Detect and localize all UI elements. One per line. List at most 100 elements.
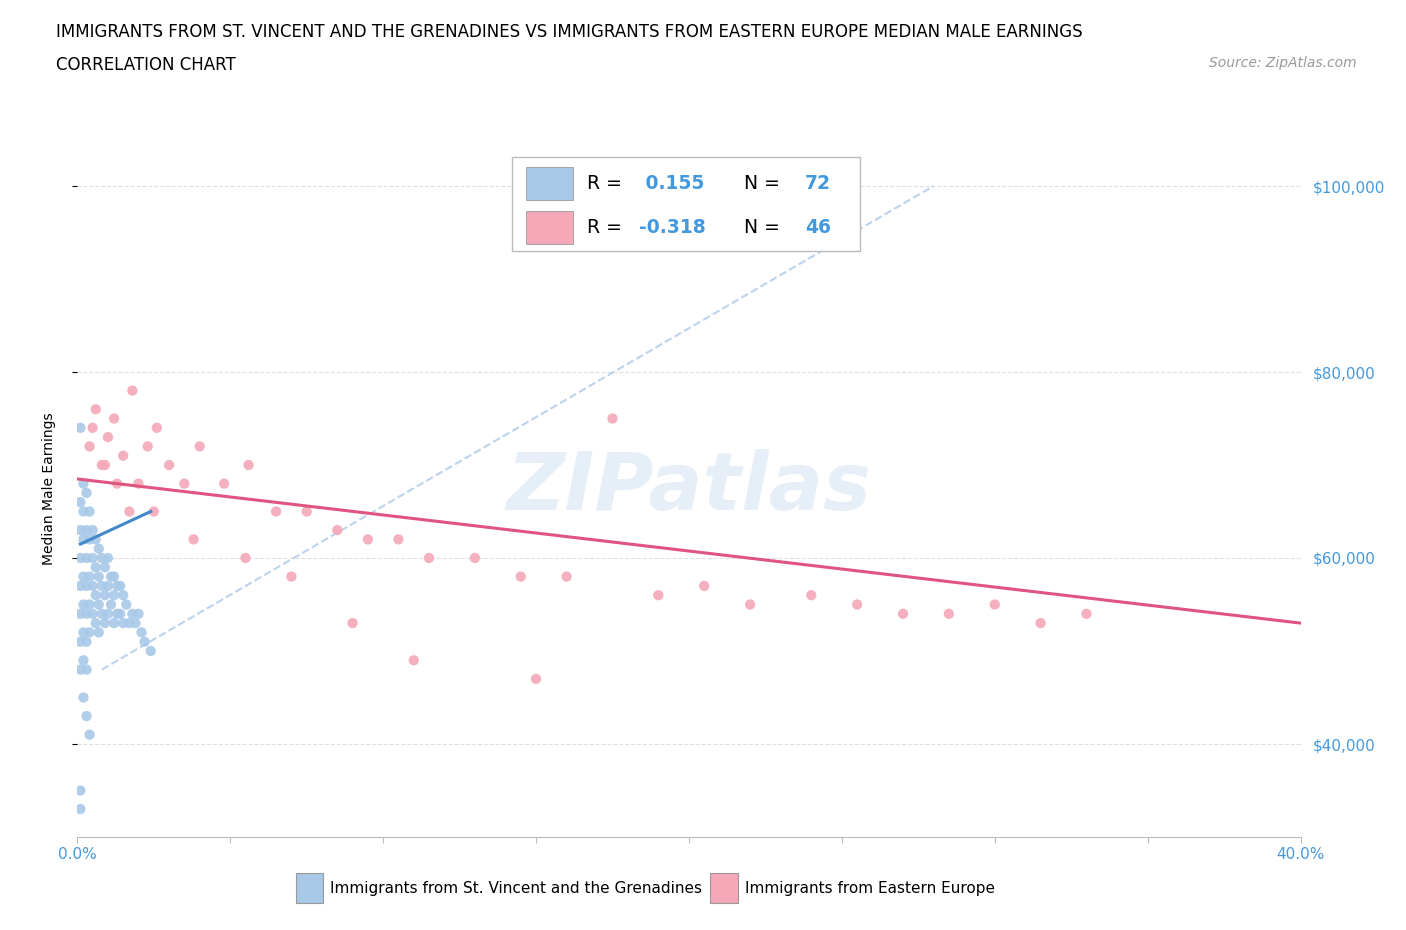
Point xyxy=(509,569,531,584)
Point xyxy=(69,420,91,435)
Point xyxy=(87,597,110,612)
Point xyxy=(97,430,120,445)
Point xyxy=(72,625,94,640)
Point xyxy=(79,625,101,640)
Point xyxy=(326,523,349,538)
Point xyxy=(139,644,162,658)
Point xyxy=(69,662,91,677)
Point xyxy=(103,569,125,584)
Text: 46: 46 xyxy=(806,218,831,237)
Point xyxy=(76,606,98,621)
Point xyxy=(647,588,669,603)
Point xyxy=(118,616,141,631)
Point xyxy=(118,504,141,519)
Point xyxy=(740,597,762,612)
Text: ZIPatlas: ZIPatlas xyxy=(506,449,872,527)
Point xyxy=(357,532,380,547)
Point xyxy=(90,458,112,472)
Point xyxy=(100,569,122,584)
Point xyxy=(136,439,159,454)
Point xyxy=(82,578,104,593)
Point xyxy=(173,476,195,491)
Point xyxy=(103,588,125,603)
Point xyxy=(142,504,165,519)
Point xyxy=(103,411,125,426)
Text: CORRELATION CHART: CORRELATION CHART xyxy=(56,56,236,73)
Point xyxy=(94,458,117,472)
Point xyxy=(76,578,98,593)
Point xyxy=(69,634,91,649)
Point xyxy=(69,523,91,538)
Text: N =: N = xyxy=(731,218,786,237)
Point xyxy=(1076,606,1098,621)
Point xyxy=(108,606,131,621)
Point xyxy=(693,578,716,593)
Point xyxy=(76,709,98,724)
Point xyxy=(128,476,150,491)
Point xyxy=(131,625,153,640)
Point xyxy=(938,606,960,621)
Point xyxy=(76,634,98,649)
Point xyxy=(264,504,287,519)
Text: Immigrants from St. Vincent and the Grenadines: Immigrants from St. Vincent and the Gren… xyxy=(330,881,703,896)
Point xyxy=(79,439,101,454)
Point xyxy=(418,551,440,565)
Point xyxy=(984,597,1007,612)
Point xyxy=(72,597,94,612)
Point xyxy=(115,597,138,612)
Point xyxy=(84,402,107,417)
Text: 72: 72 xyxy=(806,174,831,193)
Point xyxy=(121,383,143,398)
Point xyxy=(84,616,107,631)
Point xyxy=(87,625,110,640)
Point xyxy=(105,606,128,621)
Point xyxy=(72,504,94,519)
Point xyxy=(94,588,117,603)
Point xyxy=(105,476,128,491)
Point xyxy=(72,476,94,491)
Point xyxy=(387,532,409,547)
Point xyxy=(891,606,914,621)
Point xyxy=(280,569,302,584)
Point xyxy=(295,504,318,519)
Point xyxy=(76,662,98,677)
Point xyxy=(87,569,110,584)
Point xyxy=(79,569,101,584)
Point xyxy=(402,653,425,668)
Point xyxy=(128,606,150,621)
Point xyxy=(124,616,146,631)
Point xyxy=(72,569,94,584)
Point xyxy=(524,671,547,686)
Point xyxy=(94,560,117,575)
Point xyxy=(69,551,91,565)
Point xyxy=(94,616,117,631)
Point xyxy=(846,597,869,612)
Point xyxy=(146,420,169,435)
Point xyxy=(72,690,94,705)
Point xyxy=(100,597,122,612)
Point xyxy=(342,616,364,631)
Text: IMMIGRANTS FROM ST. VINCENT AND THE GRENADINES VS IMMIGRANTS FROM EASTERN EUROPE: IMMIGRANTS FROM ST. VINCENT AND THE GREN… xyxy=(56,23,1083,41)
Point xyxy=(69,783,91,798)
Point xyxy=(82,523,104,538)
Point xyxy=(188,439,211,454)
Text: Source: ZipAtlas.com: Source: ZipAtlas.com xyxy=(1209,56,1357,70)
Point xyxy=(800,588,823,603)
Point xyxy=(97,551,120,565)
Point xyxy=(84,588,107,603)
Point xyxy=(112,588,135,603)
Point xyxy=(69,606,91,621)
Point xyxy=(72,653,94,668)
Point xyxy=(183,532,205,547)
Point xyxy=(90,578,112,593)
FancyBboxPatch shape xyxy=(526,211,572,245)
Point xyxy=(602,411,624,426)
Point xyxy=(555,569,578,584)
Point xyxy=(69,802,91,817)
Text: N =: N = xyxy=(731,174,786,193)
Point xyxy=(84,560,107,575)
Point xyxy=(69,578,91,593)
Point xyxy=(90,551,112,565)
Text: -0.318: -0.318 xyxy=(638,218,706,237)
Point xyxy=(112,616,135,631)
